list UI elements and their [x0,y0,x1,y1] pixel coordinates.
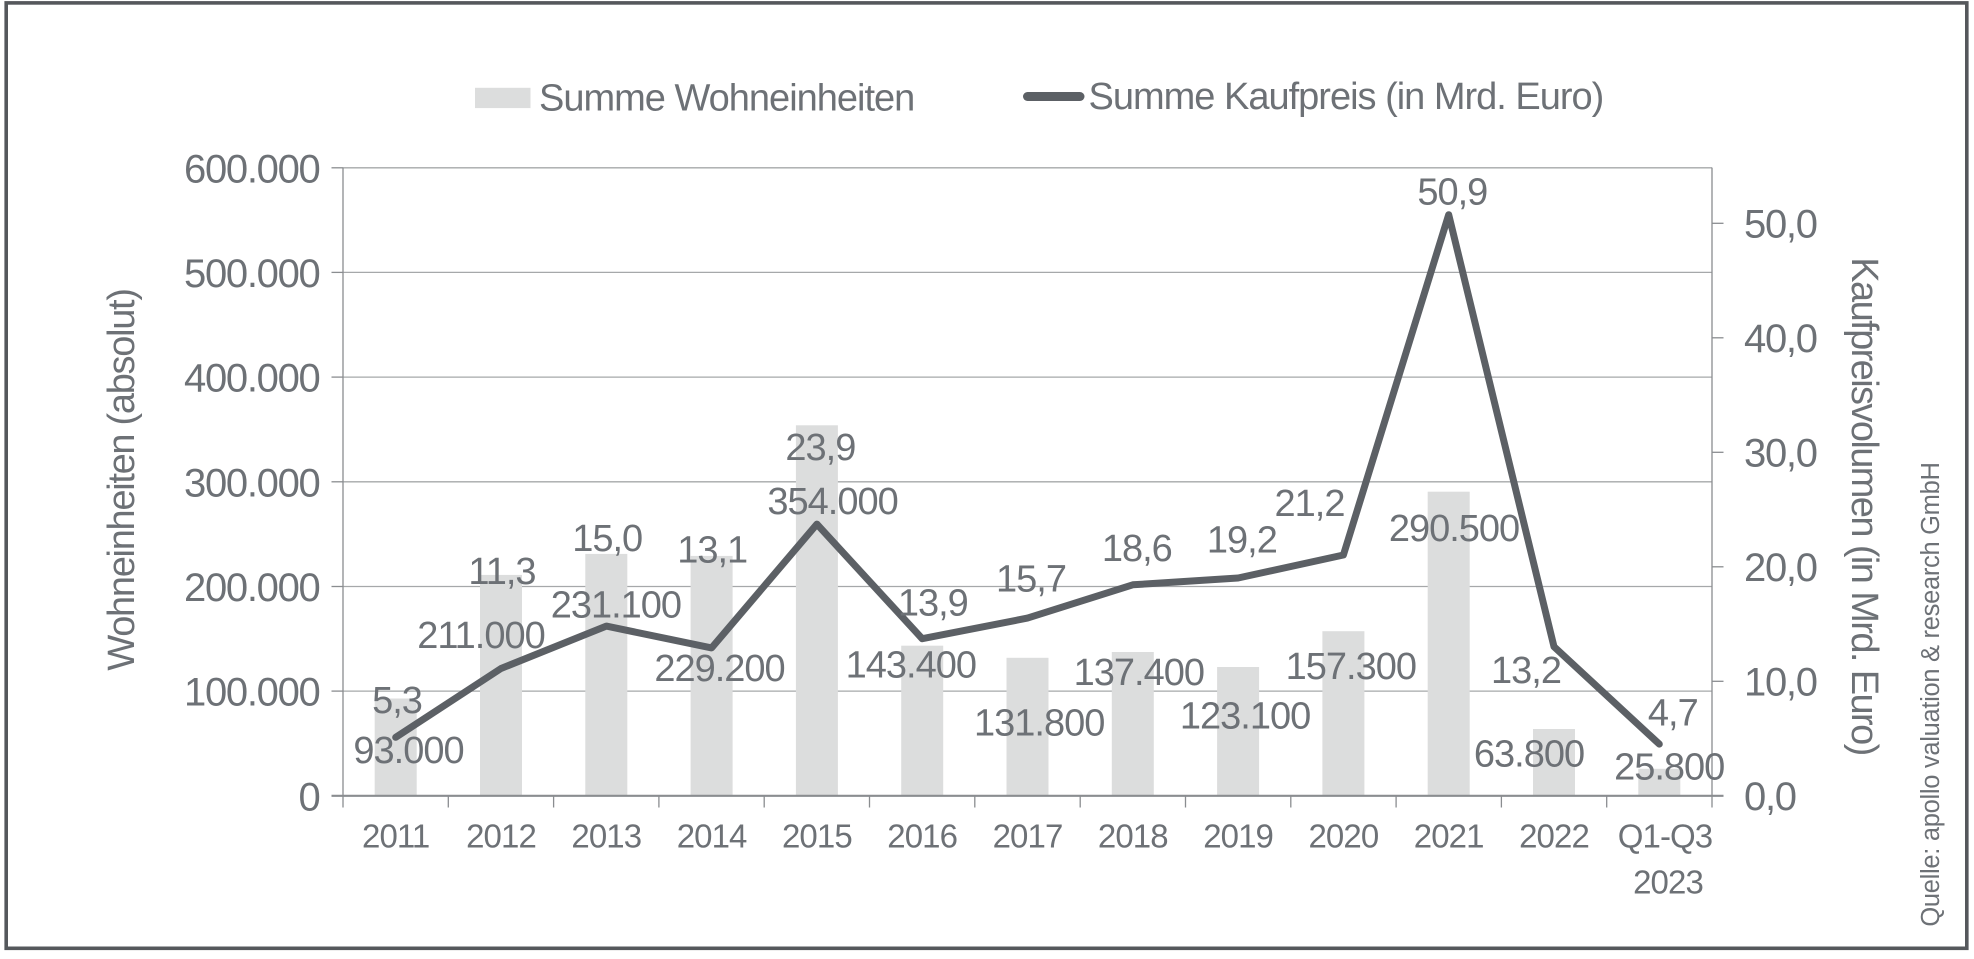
svg-text:Summe Wohneinheiten: Summe Wohneinheiten [539,78,914,120]
svg-text:18,6: 18,6 [1102,528,1172,570]
svg-text:23,9: 23,9 [785,427,855,469]
svg-text:2012: 2012 [466,818,536,855]
svg-text:2011: 2011 [362,818,429,855]
svg-text:2015: 2015 [782,818,852,855]
svg-text:19,2: 19,2 [1207,520,1277,562]
svg-text:231.100: 231.100 [551,585,681,627]
svg-text:21,2: 21,2 [1275,483,1345,525]
svg-text:211.000: 211.000 [417,615,545,657]
svg-text:20,0: 20,0 [1744,546,1817,590]
svg-text:354.000: 354.000 [767,481,897,523]
svg-text:4,7: 4,7 [1648,692,1698,734]
svg-text:15,0: 15,0 [572,518,642,560]
svg-text:11,3: 11,3 [468,551,535,593]
svg-text:13,1: 13,1 [677,530,747,572]
svg-text:63.800: 63.800 [1474,734,1584,776]
svg-text:50,9: 50,9 [1417,172,1487,214]
svg-text:137.400: 137.400 [1074,652,1204,694]
svg-text:2022: 2022 [1519,818,1589,855]
svg-text:2019: 2019 [1203,818,1273,855]
svg-text:143.400: 143.400 [846,644,976,686]
svg-text:Q1-Q3: Q1-Q3 [1618,818,1713,855]
svg-text:30,0: 30,0 [1744,431,1817,475]
svg-text:2023: 2023 [1633,864,1703,901]
svg-text:131.800: 131.800 [974,703,1104,745]
svg-text:600.000: 600.000 [184,147,320,191]
svg-text:25.800: 25.800 [1614,746,1724,788]
svg-text:13,2: 13,2 [1491,650,1561,692]
svg-text:2018: 2018 [1098,818,1168,855]
svg-text:50,0: 50,0 [1744,202,1817,246]
svg-text:10,0: 10,0 [1744,660,1817,704]
svg-text:Summe Kaufpreis (in Mrd. Euro): Summe Kaufpreis (in Mrd. Euro) [1089,76,1604,118]
svg-text:500.000: 500.000 [184,252,320,296]
svg-text:2014: 2014 [677,818,747,855]
svg-text:2020: 2020 [1308,818,1378,855]
svg-text:93.000: 93.000 [353,730,463,772]
svg-text:157.300: 157.300 [1286,646,1416,688]
svg-text:13,9: 13,9 [898,583,968,625]
svg-text:Kaufpreisvolumen (in Mrd. Euro: Kaufpreisvolumen (in Mrd. Euro) [1843,257,1885,754]
svg-text:100.000: 100.000 [184,671,320,715]
svg-text:400.000: 400.000 [184,357,320,401]
svg-text:123.100: 123.100 [1180,695,1310,737]
svg-text:5,3: 5,3 [372,680,422,722]
svg-text:0,0: 0,0 [1744,775,1796,819]
svg-text:2016: 2016 [887,818,957,855]
svg-text:290.500: 290.500 [1389,508,1519,550]
svg-text:40,0: 40,0 [1744,317,1817,361]
svg-text:15,7: 15,7 [996,559,1066,601]
svg-text:0: 0 [299,775,320,819]
svg-text:2013: 2013 [571,818,641,855]
svg-text:229.200: 229.200 [654,648,784,690]
svg-text:2017: 2017 [993,818,1063,855]
svg-text:200.000: 200.000 [184,566,320,610]
svg-text:300.000: 300.000 [184,461,320,505]
svg-text:Quelle: apollo valuation & res: Quelle: apollo valuation & research GmbH [1917,462,1945,926]
svg-text:2021: 2021 [1414,818,1484,855]
svg-text:Wohneinheiten (absolut): Wohneinheiten (absolut) [101,289,143,670]
